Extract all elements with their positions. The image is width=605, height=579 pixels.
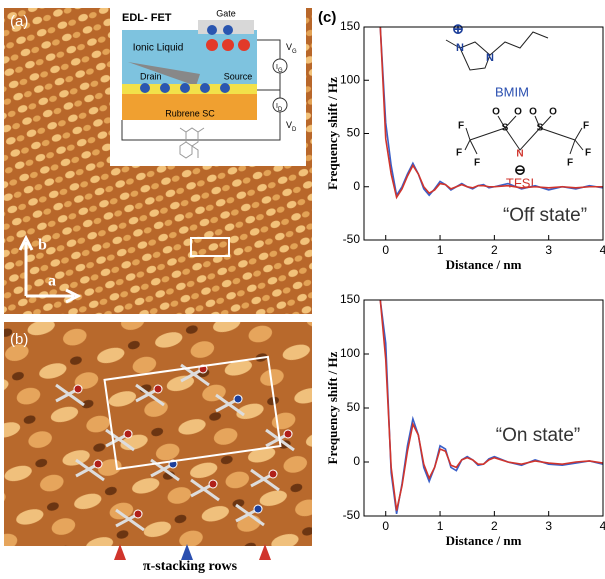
inset-text: Rubrene SC [165, 108, 215, 118]
y-tick-label: 150 [340, 19, 360, 33]
annotation: “On state” [496, 425, 580, 446]
atom-label: F [456, 148, 462, 159]
atom-label: N [456, 42, 464, 54]
x-tick-label: 4 [600, 243, 605, 257]
atom-label: S [502, 123, 509, 134]
y-tick-label: 150 [340, 292, 360, 306]
molecule-name: BMIM [495, 84, 529, 99]
y-tick-label: 100 [340, 346, 360, 360]
axis-label: b [38, 237, 47, 254]
atom-label: F [458, 121, 464, 132]
atom-label: O [514, 107, 522, 118]
inset-text: Source [224, 71, 253, 81]
chart: 0 1 2 3 4 -50 0 50 100 150 Distance / nm Frequency … [325, 19, 605, 272]
x-axis-label: Distance / nm [446, 257, 522, 272]
symbol-sub: G [292, 49, 297, 55]
atom-label: F [585, 148, 591, 159]
y-axis-label: Frequency shift / Hz [325, 351, 340, 464]
chart: 0 1 2 3 4 -50 0 50 100 150 Distance / nm Frequency … [325, 292, 605, 548]
atom-label: S [537, 123, 544, 134]
atom [94, 460, 102, 468]
atom [254, 505, 262, 513]
atom [209, 480, 217, 488]
panel-label: (a) [10, 13, 28, 30]
row-marker [114, 544, 126, 560]
symbol-sub: D [292, 127, 297, 133]
x-tick-label: 0 [382, 519, 389, 533]
x-axis-label: Distance / nm [446, 533, 522, 548]
x-tick-label: 2 [491, 519, 498, 533]
axis-label: a [48, 273, 56, 290]
inset-title: EDL- FET [122, 12, 172, 24]
x-tick-label: 3 [545, 519, 552, 533]
stm-image-b [4, 322, 312, 546]
inset-text: Drain [140, 71, 162, 81]
panel-label: (b) [10, 331, 28, 348]
inset-text: Ionic Liquid [133, 43, 184, 54]
caption: π-stacking rows [143, 559, 238, 574]
atom [74, 385, 82, 393]
inset-text: Gate [216, 8, 236, 18]
panel-label: (c) [318, 9, 336, 26]
y-tick-label: 50 [347, 400, 361, 414]
atom-label: O [492, 107, 500, 118]
atom-label: O [529, 107, 537, 118]
atom-label: O [549, 107, 557, 118]
annotation: “Off state” [503, 205, 587, 226]
atom-label: F [567, 158, 573, 169]
symbol-sub: D [278, 107, 283, 113]
y-tick-label: -50 [343, 232, 361, 246]
atom-label: N [486, 52, 494, 64]
atom-label: N [516, 149, 523, 160]
atom-label: F [583, 121, 589, 132]
row-marker [259, 544, 271, 560]
atom [234, 395, 242, 403]
figure: (a) b a EDL- FET Gate Ionic Liquid Drain… [0, 0, 605, 579]
atom [124, 430, 132, 438]
x-tick-label: 1 [437, 243, 444, 257]
row-marker [181, 544, 193, 560]
y-axis-label: Frequency shift / Hz [325, 77, 340, 190]
x-tick-label: 2 [491, 243, 498, 257]
x-tick-label: 3 [545, 243, 552, 257]
x-tick-label: 0 [382, 243, 389, 257]
symbol-sub: G [278, 68, 283, 74]
atom-label: F [474, 158, 480, 169]
atom [284, 430, 292, 438]
y-tick-label: 50 [347, 126, 361, 140]
x-tick-label: 1 [437, 519, 444, 533]
plot-frame [364, 300, 603, 516]
y-tick-label: 100 [340, 72, 360, 86]
atom [269, 470, 277, 478]
atom-label: ⊕ [452, 21, 464, 37]
atom [154, 385, 162, 393]
data-line [380, 300, 603, 511]
y-tick-label: 0 [353, 454, 360, 468]
y-tick-label: 0 [353, 179, 360, 193]
atom [134, 510, 142, 518]
inset: EDL- FET Gate Ionic Liquid Drain Source … [110, 6, 306, 166]
y-tick-label: -50 [343, 508, 361, 522]
data-line [380, 300, 603, 514]
x-tick-label: 4 [600, 519, 605, 533]
